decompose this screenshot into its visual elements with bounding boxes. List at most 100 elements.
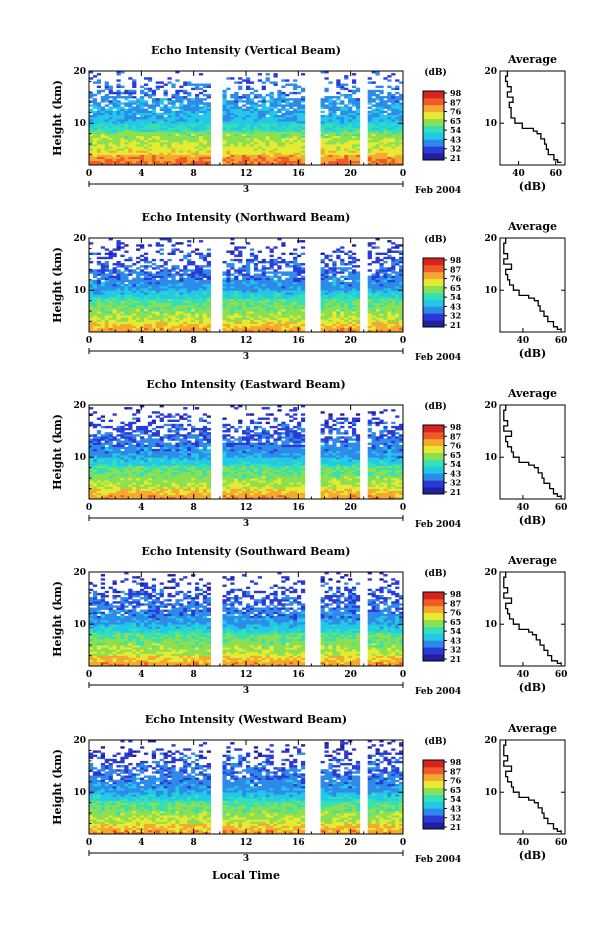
- heatmap-cell: [320, 148, 325, 151]
- heatmap-cell: [234, 96, 239, 99]
- heatmap-cell: [120, 91, 125, 95]
- heatmap-cell: [183, 142, 188, 145]
- heatmap-cell: [132, 323, 137, 327]
- heatmap-cell: [108, 87, 113, 91]
- heatmap-cell: [340, 317, 345, 320]
- heatmap-cell: [367, 112, 372, 116]
- heatmap-cell: [140, 104, 145, 107]
- heatmap-cell: [234, 300, 239, 304]
- heatmap-cell: [108, 152, 113, 155]
- heatmap-cell: [249, 127, 255, 130]
- heatmap-cell: [89, 292, 94, 295]
- heatmap-cell: [383, 306, 388, 310]
- heatmap-cell: [143, 286, 149, 289]
- heatmap-cell: [340, 100, 345, 103]
- heatmap-cell: [112, 158, 117, 162]
- heatmap-cell: [379, 281, 384, 285]
- heatmap-cell: [336, 83, 341, 86]
- heatmap-cell: [395, 315, 400, 318]
- heatmap-cell: [324, 100, 329, 103]
- heatmap-cell: [151, 146, 157, 149]
- heatmap-cell: [151, 162, 157, 166]
- heatmap-cell: [253, 146, 259, 149]
- heatmap-cell: [179, 321, 184, 324]
- heatmap-cell: [120, 271, 125, 274]
- heatmap-cell: [198, 119, 204, 122]
- heatmap-cell: [202, 269, 208, 272]
- heatmap-cell: [328, 302, 333, 306]
- heatmap-cell: [379, 292, 384, 295]
- heatmap-cell: [191, 271, 196, 274]
- heatmap-cell: [155, 112, 160, 116]
- heatmap-cell: [222, 279, 227, 283]
- heatmap-cell: [140, 298, 145, 301]
- heatmap-cell: [324, 311, 329, 314]
- heatmap-cell: [300, 296, 306, 299]
- heatmap-cell: [328, 267, 333, 270]
- heatmap-cell: [383, 260, 388, 264]
- heatmap-cell: [226, 142, 231, 145]
- heatmap-cell: [171, 250, 176, 253]
- heatmap-cell: [340, 309, 345, 312]
- heatmap-cell: [249, 123, 255, 126]
- heatmap-cell: [147, 104, 153, 107]
- average-frame: [499, 70, 566, 166]
- colorbar-unit: (dB): [424, 234, 446, 245]
- heatmap-cell: [324, 152, 329, 155]
- heatmap-cell: [187, 142, 192, 145]
- heatmap-cell: [375, 279, 380, 283]
- heatmap-cell: [136, 275, 141, 278]
- heatmap-cell: [163, 279, 168, 283]
- heatmap-cell: [273, 121, 278, 124]
- heatmap-cell: [187, 106, 192, 109]
- heatmap-cell: [395, 96, 400, 99]
- heatmap-cell: [92, 139, 98, 143]
- heatmap-cell: [120, 321, 125, 324]
- heatmap-cell: [202, 329, 208, 333]
- heatmap-cell: [277, 271, 282, 274]
- heatmap-cell: [348, 137, 353, 141]
- heatmap-cell: [198, 311, 204, 314]
- heatmap-cell: [336, 135, 341, 139]
- heatmap-cell: [261, 277, 266, 281]
- heatmap-cell: [206, 271, 211, 274]
- heatmap-cell: [387, 131, 392, 134]
- heatmap-cell: [100, 296, 105, 299]
- heatmap-cell: [191, 275, 196, 278]
- heatmap-cell: [100, 267, 105, 270]
- heatmap-cell: [249, 296, 255, 299]
- heatmap-cell: [328, 275, 333, 278]
- heatmap-cell: [261, 154, 266, 157]
- heatmap-cell: [351, 296, 357, 299]
- heatmap-cell: [395, 87, 400, 91]
- heatmap-cell: [147, 296, 153, 299]
- heatmap-cell: [147, 87, 153, 91]
- heatmap-cell: [202, 292, 208, 295]
- heatmap-cell: [257, 100, 262, 103]
- heatmap-cell: [300, 139, 306, 143]
- heatmap-cell: [92, 317, 98, 320]
- heatmap-cell: [112, 281, 117, 285]
- heatmap-cell: [293, 104, 298, 107]
- heatmap-cell: [147, 277, 153, 281]
- heatmap-cell: [179, 323, 184, 327]
- heatmap-cell: [167, 131, 172, 134]
- heatmap-cell: [179, 146, 184, 149]
- heatmap-cell: [226, 279, 231, 283]
- heatmap-cell: [120, 294, 125, 297]
- heatmap-cell: [143, 116, 149, 120]
- heatmap-cell: [387, 156, 392, 160]
- heatmap-cell: [191, 104, 196, 107]
- heatmap-cell: [92, 294, 98, 297]
- heatmap-cell: [120, 129, 125, 132]
- heatmap-cell: [112, 248, 117, 251]
- heatmap-cell: [120, 106, 125, 109]
- heatmap-cell: [277, 93, 282, 97]
- heatmap-cell: [198, 302, 204, 306]
- heatmap-cell: [194, 286, 200, 289]
- heatmap-cell: [293, 85, 298, 89]
- heatmap-cell: [108, 139, 113, 143]
- heatmap-cell: [344, 96, 349, 99]
- heatmap-cell: [246, 325, 251, 329]
- heatmap-cell: [257, 311, 262, 314]
